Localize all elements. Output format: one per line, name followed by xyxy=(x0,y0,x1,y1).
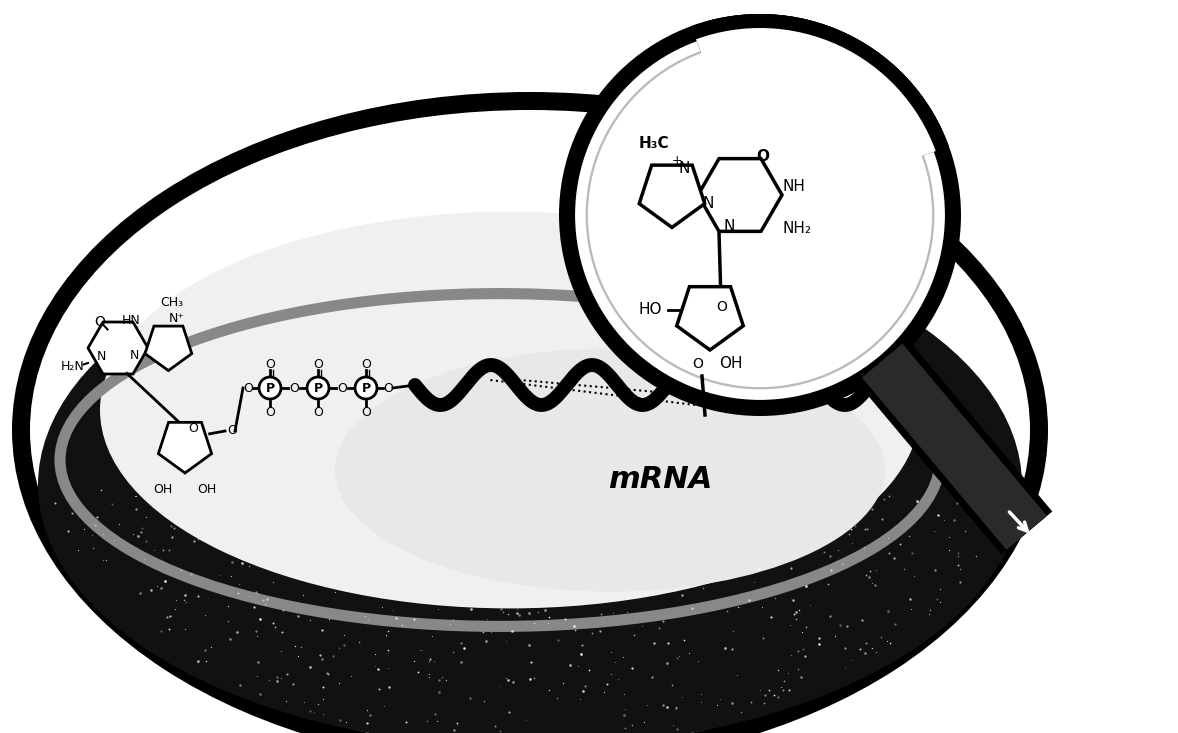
Text: OH: OH xyxy=(720,356,743,372)
Text: N: N xyxy=(723,219,735,234)
Text: P: P xyxy=(313,381,323,394)
Polygon shape xyxy=(145,326,192,371)
Text: N: N xyxy=(97,350,106,364)
Text: OH: OH xyxy=(153,483,173,496)
Text: O: O xyxy=(362,358,371,370)
Circle shape xyxy=(355,377,377,399)
Text: O: O xyxy=(716,300,728,314)
Text: O: O xyxy=(227,424,237,438)
Text: HN: HN xyxy=(121,314,140,328)
Ellipse shape xyxy=(29,110,1030,733)
Circle shape xyxy=(587,42,933,388)
Text: N: N xyxy=(130,349,139,362)
Text: O: O xyxy=(188,421,198,435)
Text: HO: HO xyxy=(638,303,662,317)
Text: O: O xyxy=(94,314,106,328)
Text: O: O xyxy=(383,381,393,394)
Text: N: N xyxy=(703,196,714,211)
Text: OH: OH xyxy=(198,483,217,496)
Text: O: O xyxy=(313,405,323,419)
Circle shape xyxy=(573,28,947,402)
Text: O: O xyxy=(362,405,371,419)
Text: O: O xyxy=(756,149,769,164)
Ellipse shape xyxy=(335,348,885,592)
Text: N⁺: N⁺ xyxy=(168,312,185,325)
Circle shape xyxy=(560,14,961,416)
Text: O: O xyxy=(337,381,348,394)
Text: mRNA: mRNA xyxy=(608,465,713,495)
Text: CH₃: CH₃ xyxy=(160,296,183,309)
Ellipse shape xyxy=(12,92,1048,733)
Text: P: P xyxy=(265,381,274,394)
Text: O: O xyxy=(289,381,299,394)
Polygon shape xyxy=(699,158,782,232)
Polygon shape xyxy=(158,422,212,473)
Circle shape xyxy=(259,377,282,399)
Polygon shape xyxy=(640,165,704,227)
Wedge shape xyxy=(691,14,948,215)
Text: NH: NH xyxy=(782,179,805,194)
Ellipse shape xyxy=(100,212,920,608)
Text: O: O xyxy=(265,358,274,370)
Circle shape xyxy=(307,377,329,399)
Text: O: O xyxy=(243,381,253,394)
Text: P: P xyxy=(362,381,371,394)
Text: NH₂: NH₂ xyxy=(782,221,810,236)
Ellipse shape xyxy=(38,223,1023,733)
Wedge shape xyxy=(696,28,935,215)
Circle shape xyxy=(588,43,932,387)
Polygon shape xyxy=(88,322,148,374)
Text: O: O xyxy=(693,357,703,371)
Text: H₂N: H₂N xyxy=(61,359,85,372)
Polygon shape xyxy=(676,287,743,350)
Text: N: N xyxy=(679,161,689,177)
Text: H₃C: H₃C xyxy=(638,136,669,150)
Text: +: + xyxy=(671,154,682,167)
Wedge shape xyxy=(713,32,926,215)
Wedge shape xyxy=(708,14,942,215)
Text: O: O xyxy=(313,358,323,370)
Text: O: O xyxy=(265,405,274,419)
